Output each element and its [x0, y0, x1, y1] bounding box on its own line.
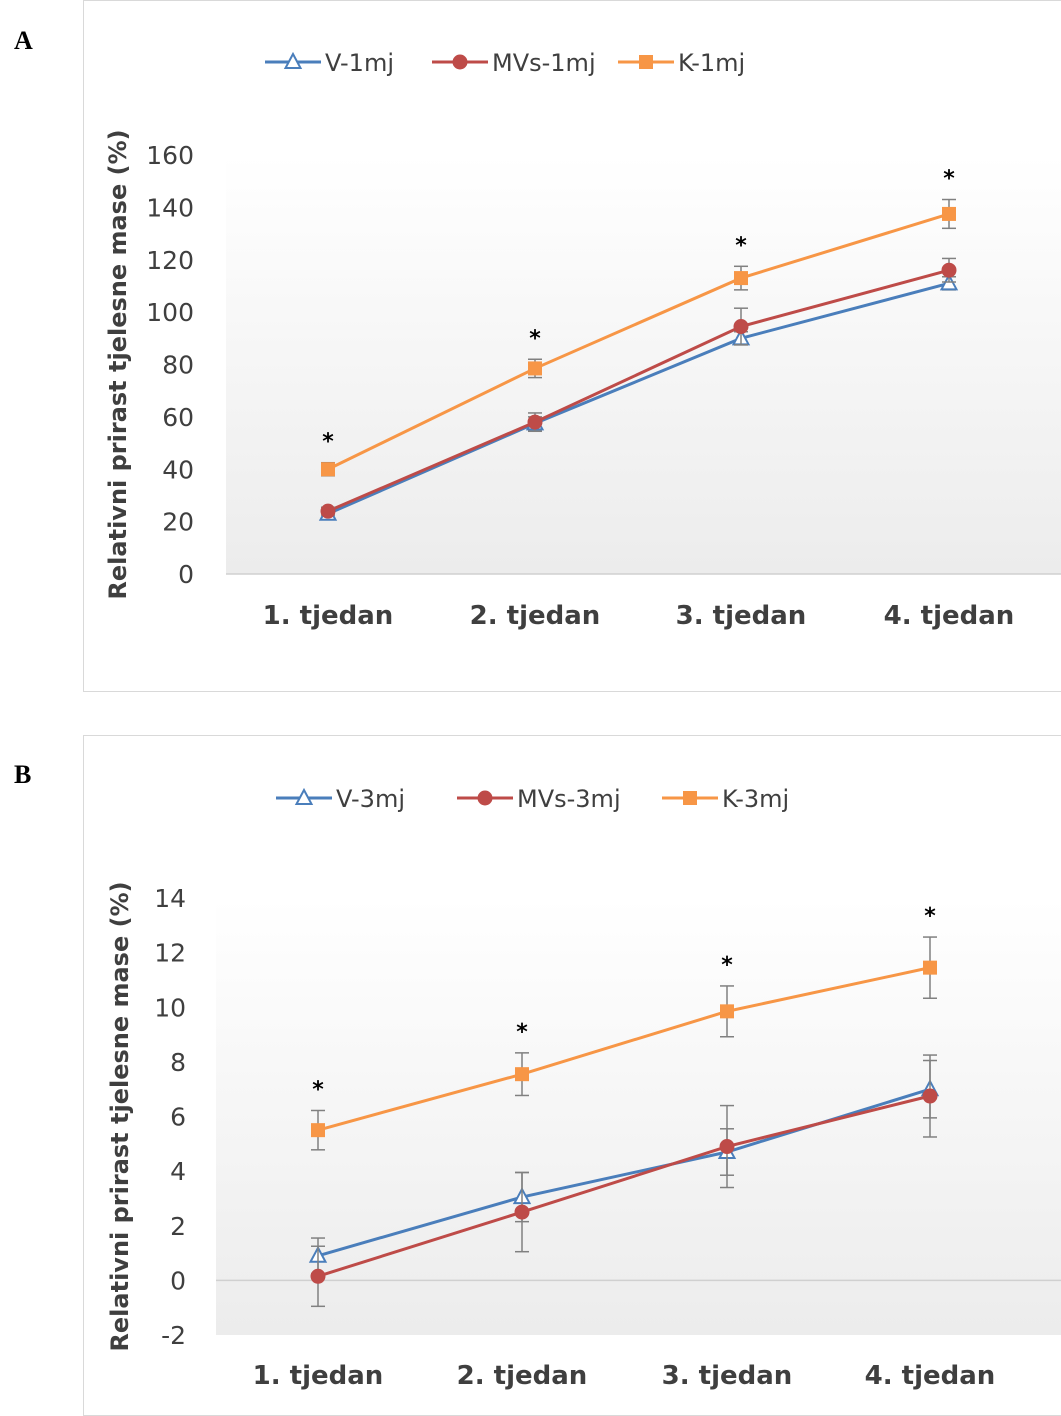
- x-category-label: 1. tjedan: [253, 1361, 384, 1391]
- plot-area: [226, 155, 1061, 574]
- y-tick-label: 4: [170, 1157, 186, 1186]
- y-tick-label: 140: [146, 193, 194, 222]
- significance-star: *: [529, 326, 541, 351]
- significance-star: *: [924, 904, 936, 929]
- series-line-MVs-3mj: [317, 1094, 931, 1278]
- legend-label: V-1mj: [325, 49, 394, 77]
- y-tick-label: 20: [162, 508, 194, 537]
- data-point-K-1mj: [528, 361, 542, 376]
- data-point-MVs-3mj: [922, 1088, 938, 1104]
- y-tick-label: 2: [170, 1212, 186, 1241]
- data-point-K-3mj: [720, 1004, 734, 1019]
- y-tick-label: 0: [170, 1266, 186, 1295]
- x-category-label: 1. tjedan: [263, 601, 394, 631]
- legend-marker-MVs-3mj: [477, 790, 493, 806]
- series-line-K-1mj: [327, 212, 950, 471]
- x-category-label: 4. tjedan: [884, 601, 1015, 631]
- y-tick-label: 80: [162, 351, 194, 380]
- significance-star: *: [735, 233, 747, 258]
- legend-marker-K-3mj: [683, 791, 697, 805]
- y-tick-label: 6: [170, 1103, 186, 1132]
- x-category-label: 2. tjedan: [470, 601, 601, 631]
- data-point-MVs-1mj: [733, 319, 749, 335]
- y-tick-label: 160: [146, 141, 194, 170]
- data-point-K-1mj: [734, 271, 748, 286]
- data-point-K-1mj: [321, 462, 335, 477]
- y-axis-label: Relativni prirast tjelesne mase (%): [106, 881, 134, 1351]
- legend-marker-V-3mj: [294, 787, 314, 805]
- data-point-MVs-1mj: [320, 503, 336, 519]
- panel-label-b: B: [14, 760, 32, 789]
- series-line-K-3mj: [317, 966, 931, 1132]
- legend-label: K-1mj: [678, 49, 745, 77]
- y-tick-label: -2: [161, 1321, 186, 1350]
- data-point-MVs-1mj: [527, 414, 543, 430]
- x-category-label: 3. tjedan: [676, 601, 807, 631]
- significance-star: *: [322, 430, 334, 455]
- significance-star: *: [516, 1020, 528, 1045]
- significance-star: *: [943, 167, 955, 192]
- series-line-MVs-1mj: [327, 268, 950, 513]
- data-point-K-3mj: [923, 960, 937, 975]
- y-tick-label: 14: [154, 884, 186, 913]
- y-tick-label: 40: [162, 455, 194, 484]
- y-tick-label: 60: [162, 403, 194, 432]
- legend-marker-MVs-1mj: [452, 54, 468, 70]
- y-tick-label: 12: [154, 939, 186, 968]
- series-line-V-1mj: [327, 281, 950, 516]
- chart-a: 0 20 40 60 80 100 120 140 160 1. tjedan 2. tjedan 3…: [104, 49, 1061, 631]
- legend-marker-K-1mj: [639, 55, 653, 69]
- x-category-label: 3. tjedan: [662, 1361, 793, 1391]
- y-tick-label: 10: [154, 993, 186, 1022]
- y-tick-label: 120: [146, 246, 194, 275]
- legend-marker-V-1mj: [283, 51, 303, 69]
- data-point-K-3mj: [311, 1123, 325, 1138]
- y-tick-label: 100: [146, 298, 194, 327]
- data-point-K-1mj: [942, 206, 956, 221]
- legend-label: V-3mj: [336, 785, 405, 813]
- y-tick-label: 8: [170, 1048, 186, 1077]
- legend-label: MVs-1mj: [492, 49, 596, 77]
- data-point-MVs-3mj: [310, 1268, 326, 1284]
- legend-label: MVs-3mj: [517, 785, 621, 813]
- legend-label: K-3mj: [722, 785, 789, 813]
- data-point-MVs-3mj: [514, 1204, 530, 1220]
- data-point-MVs-3mj: [719, 1139, 735, 1155]
- data-point-MVs-1mj: [941, 262, 957, 278]
- significance-star: *: [312, 1077, 324, 1102]
- significance-star: *: [721, 953, 733, 978]
- data-point-K-3mj: [515, 1067, 529, 1082]
- x-category-label: 4. tjedan: [865, 1361, 996, 1391]
- y-axis-label: Relativni prirast tjelesne mase (%): [104, 129, 132, 599]
- y-tick-label: 0: [178, 560, 194, 589]
- panel-label-a: A: [14, 26, 33, 55]
- x-category-label: 2. tjedan: [457, 1361, 588, 1391]
